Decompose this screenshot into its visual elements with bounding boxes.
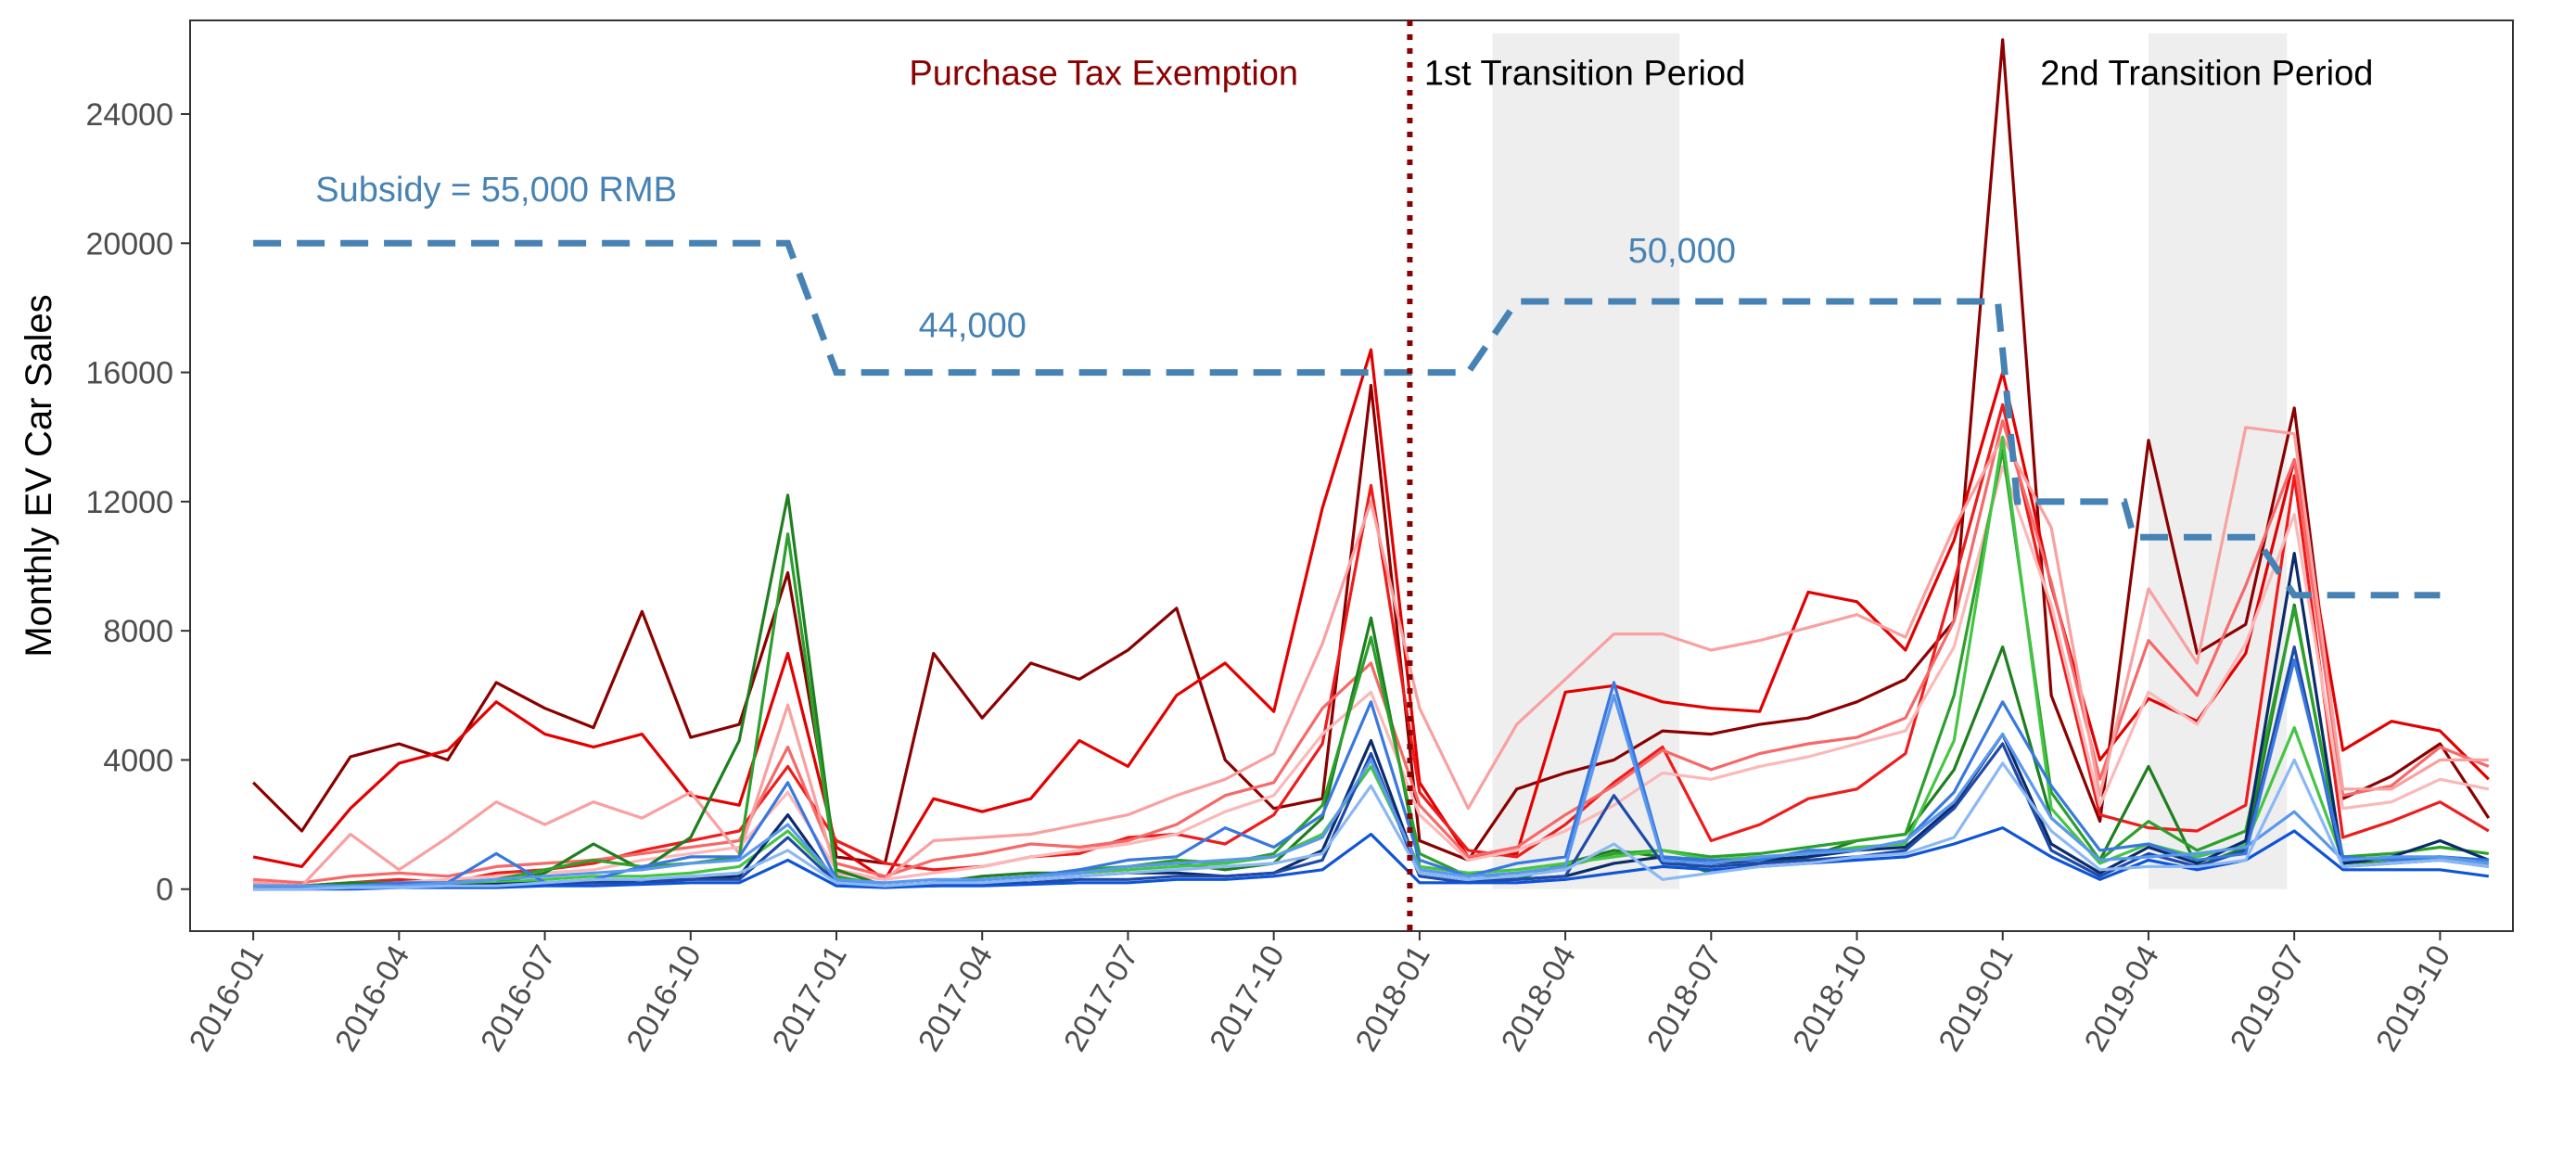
- series-line-7: [253, 493, 2490, 888]
- series-line-5: [252, 426, 2489, 888]
- annotation-4: Subsidy = 55,000 RMB: [315, 171, 677, 210]
- series-line-9: [253, 435, 2489, 891]
- y-tick-label: 24000: [85, 97, 173, 133]
- series-line-1: [251, 38, 2491, 865]
- y-tick-label: 12000: [85, 485, 173, 520]
- annotation-layer: Purchase Tax Exemption 1st Transition Per…: [315, 55, 2373, 346]
- ev-sales-series: [251, 38, 2491, 891]
- series-line-12: [253, 826, 2490, 891]
- annotation-3: 2nd Transition Period: [2040, 55, 2373, 94]
- annotation-6: 50,000: [1628, 232, 1736, 271]
- series-line-15: [253, 758, 2490, 891]
- annotation-2: 1st Transition Period: [1424, 55, 1745, 94]
- annotation-5: 44,000: [919, 306, 1027, 345]
- plot-panel-border: [189, 19, 2514, 932]
- y-tick-label: 8000: [103, 614, 173, 649]
- y-tick-label: 0: [156, 873, 173, 908]
- transition-shade-1: [1492, 32, 1680, 889]
- series-line-2: [252, 348, 2490, 881]
- y-axis: 0 4000 8000 12000 16000 20000 24000: [85, 97, 190, 908]
- subsidy-line-layer: [253, 239, 2441, 599]
- annotation-1: Purchase Tax Exemption: [909, 55, 1298, 94]
- subsidy-line: [253, 239, 2441, 599]
- y-tick-label: 16000: [85, 356, 173, 391]
- y-axis-title: Monthly EV Car Sales: [19, 294, 59, 657]
- y-tick-label: 20000: [85, 226, 173, 262]
- series-line-14: [253, 694, 2490, 888]
- y-tick-label: 4000: [103, 743, 173, 778]
